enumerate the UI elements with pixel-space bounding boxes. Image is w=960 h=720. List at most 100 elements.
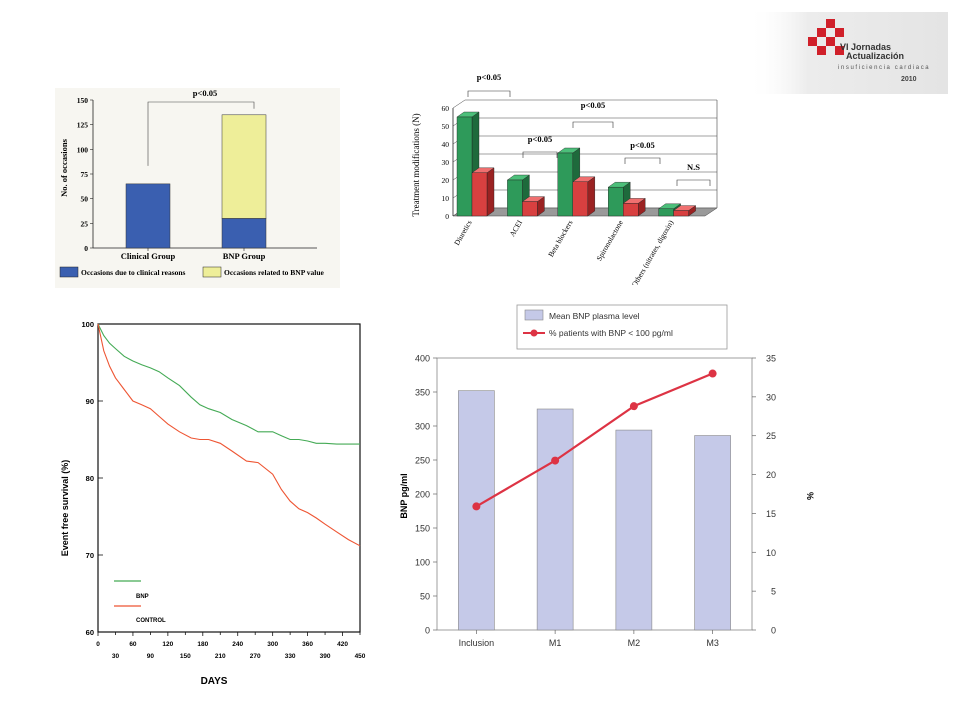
chart2-bar-diuretics-red-side — [486, 167, 495, 217]
chart4-y-axis-label: BNP pg/ml — [399, 473, 409, 518]
chart3-y-tick-label: 80 — [86, 474, 94, 483]
chart1-bar-bnp-group-series1 — [221, 114, 267, 219]
chart3-legend-label-control: CONTROL — [136, 618, 166, 624]
chart4-y2-tick-label: 35 — [766, 354, 776, 364]
chart2-annotation-0: p<0.05 — [477, 72, 501, 82]
chart4-line-point-inclusion — [472, 502, 481, 511]
logo-line2: Actualización — [846, 51, 904, 61]
chart1-legend: Occasions due to clinical reasons Occasi… — [59, 266, 325, 278]
combo-chart-bnp-levels: Mean BNP plasma level % patients with BN… — [399, 304, 815, 649]
chart4-bar-m1 — [536, 408, 574, 631]
chart2-annotation-2: p<0.05 — [581, 100, 605, 110]
chart2-x-tick-label-beta-blockers: Beta blockers — [546, 218, 574, 258]
chart4-legend-box — [516, 304, 728, 350]
chart2-bar-others-nitrates-digoxin-green — [658, 208, 674, 217]
chart2-y-tick-label: 20 — [442, 176, 450, 185]
chart3-x-tick-label-top: 180 — [197, 641, 208, 648]
chart2-x-tick-label-diuretics: Diuretics — [452, 218, 474, 246]
chart2-annotation-1: p<0.05 — [528, 134, 552, 144]
chart2-grid-diagonal — [452, 99, 466, 109]
chart2-bar-diuretics-red — [471, 172, 488, 217]
chart2-bar-beta-blockers-green — [557, 152, 574, 217]
chart3-x-tick-label-top: 240 — [232, 641, 243, 648]
chart1-legend-swatch-bnp — [202, 266, 222, 278]
chart4-legend-label-line: % patients with BNP < 100 pg/ml — [549, 328, 673, 338]
chart3-x-tick-label-top: 300 — [267, 641, 278, 648]
chart4-plot: 0 50 100 150 200 250 300 350 400 0 5 10 15 20 25 30 35 In… — [415, 354, 776, 649]
chart3-x-tick-label-bottom: 450 — [355, 653, 366, 660]
chart4-legend-swatch-bars — [524, 309, 544, 321]
chart3-x-tick-label-top: 420 — [337, 641, 348, 648]
chart3-x-tick-label-top: 120 — [162, 641, 173, 648]
chart4-y2-tick-label: 25 — [766, 431, 776, 441]
chart2-bar-others-nitrates-digoxin-red — [673, 210, 689, 217]
chart4-x-tick-label-inclusion: Inclusion — [459, 638, 495, 648]
chart4-legend-label-bars: Mean BNP plasma level — [549, 311, 640, 321]
logo-cross-icon — [808, 19, 844, 55]
chart1-y-tick-label: 150 — [77, 96, 89, 105]
chart1-bar-clinical-group-series0 — [125, 183, 171, 249]
chart1-y-tick-label: 125 — [77, 121, 89, 130]
chart3-x-tick-label-bottom: 90 — [147, 653, 155, 660]
chart1-y-axis-label: No. of occasions — [59, 138, 69, 197]
chart2-y-tick-label: 60 — [442, 104, 450, 113]
chart1-significance-bracket — [147, 101, 255, 166]
chart3-plot-frame — [97, 323, 361, 633]
chart2-plot: 0 10 20 30 40 50 60 Diuretics ACEI Beta blockers S… — [442, 72, 718, 285]
chart2-bar-acei-green — [507, 179, 523, 217]
chart3-y-tick-label: 90 — [86, 397, 94, 406]
chart4-y-tick-label: 0 — [425, 626, 430, 636]
chart2-y-tick-label: 30 — [442, 158, 450, 167]
chart1-y-tick-label: 100 — [77, 145, 89, 154]
chart1-plot: 0 25 50 75 100 125 150 Clinical Group BNP Group — [77, 96, 317, 261]
chart1-y-tick-label: 75 — [81, 170, 89, 179]
chart2-y-tick-label: 0 — [445, 212, 449, 221]
chart4-y2-tick-label: 15 — [766, 509, 776, 519]
chart3-legend: BNP CONTROL — [114, 580, 166, 624]
chart3-x-tick-label-top: 60 — [129, 641, 137, 648]
chart3-y-tick-label: 70 — [86, 551, 94, 560]
chart3-x-tick-label-bottom: 390 — [320, 653, 331, 660]
chart2-x-tick-label-acei: ACEI — [508, 218, 525, 238]
logo-line3: insuficiencia cardiaca — [838, 65, 930, 71]
chart4-y-tick-label: 300 — [415, 422, 430, 432]
chart4-y2-tick-label: 5 — [771, 587, 776, 597]
chart4-line-point-m2 — [629, 402, 638, 411]
chart2-y-axis-label: Treatment modifications (N) — [411, 113, 421, 216]
chart2-bar-spironolactone-red — [622, 203, 639, 217]
chart3-x-tick-label-top: 0 — [96, 641, 100, 648]
chart4-x-tick-label-m2: M2 — [628, 638, 641, 648]
chart4-legend: Mean BNP plasma level % patients with BN… — [516, 304, 728, 350]
chart2-bar-acei-red — [522, 201, 538, 217]
chart2-bar-beta-blockers-red — [572, 181, 589, 217]
chart2-bar-diuretics-green — [456, 116, 473, 217]
chart4-y-tick-label: 350 — [415, 388, 430, 398]
chart1-x-tick-label-bnp-group: BNP Group — [223, 251, 266, 261]
chart3-x-tick-label-bottom: 30 — [112, 653, 120, 660]
chart4-line-percent — [475, 372, 714, 508]
chart2-bracket-4 — [676, 179, 711, 186]
chart3-y-tick-label: 100 — [81, 320, 94, 329]
chart2-annotation-4: N.S — [687, 162, 700, 172]
chart3-line-control — [97, 323, 361, 547]
chart3-legend-label-bnp: BNP — [136, 594, 149, 600]
chart1-y-tick-label: 0 — [84, 244, 88, 253]
chart1-legend-swatch-clinical — [59, 266, 79, 278]
chart4-y2-axis-label: % — [805, 492, 815, 500]
chart3-x-axis-label: DAYS — [201, 676, 228, 687]
chart4-y-tick-label: 50 — [420, 592, 430, 602]
chart2-bracket-1 — [522, 151, 558, 158]
chart4-legend-marker — [530, 329, 538, 337]
chart4-bar-m2 — [615, 429, 653, 631]
chart2-annotation-3: p<0.05 — [630, 140, 654, 150]
chart3-x-tick-label-bottom: 330 — [285, 653, 296, 660]
chart4-y2-tick-label: 0 — [771, 626, 776, 636]
chart1-x-tick-label-clinical-group: Clinical Group — [121, 251, 176, 261]
chart3-x-tick-label-top: 360 — [302, 641, 313, 648]
chart3-y-tick-label: 60 — [86, 628, 94, 637]
chart4-y-tick-label: 100 — [415, 558, 430, 568]
chart4-y2-tick-label: 30 — [766, 392, 776, 402]
chart1-legend-label-clinical: Occasions due to clinical reasons — [81, 268, 186, 277]
chart4-x-tick-label-m3: M3 — [706, 638, 719, 648]
